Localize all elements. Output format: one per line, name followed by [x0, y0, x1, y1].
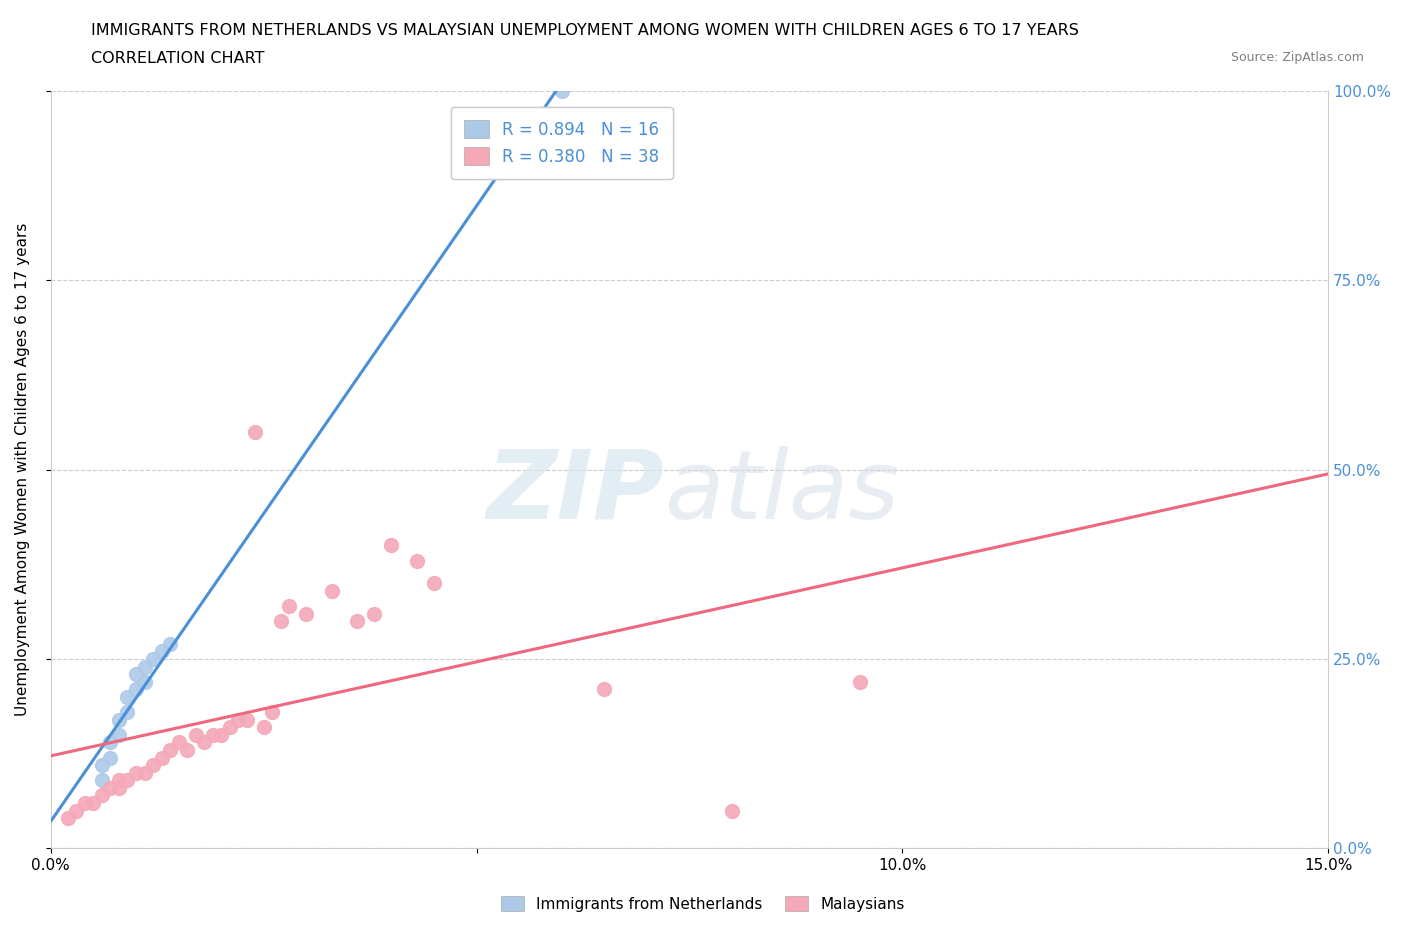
Point	[380, 538, 402, 552]
Point	[134, 765, 156, 780]
Point	[150, 644, 173, 658]
Point	[193, 735, 215, 750]
Point	[73, 795, 96, 810]
Point	[108, 780, 131, 795]
Text: atlas: atlas	[664, 445, 898, 538]
Point	[253, 720, 276, 735]
Point	[125, 682, 148, 697]
Text: Source: ZipAtlas.com: Source: ZipAtlas.com	[1230, 51, 1364, 64]
Point	[270, 614, 292, 629]
Point	[65, 804, 87, 818]
Point	[262, 705, 284, 720]
Point	[90, 773, 112, 788]
Point	[235, 712, 257, 727]
Point	[295, 606, 318, 621]
Point	[100, 780, 122, 795]
Legend: R = 0.894   N = 16, R = 0.380   N = 38: R = 0.894 N = 16, R = 0.380 N = 38	[451, 107, 673, 179]
Point	[201, 727, 224, 742]
Point	[134, 659, 156, 674]
Point	[125, 667, 148, 682]
Point	[245, 424, 267, 439]
Point	[226, 712, 249, 727]
Point	[82, 795, 104, 810]
Point	[117, 705, 139, 720]
Point	[134, 674, 156, 689]
Point	[593, 682, 616, 697]
Point	[159, 742, 181, 757]
Point	[56, 811, 79, 826]
Point	[363, 606, 385, 621]
Point	[159, 636, 181, 651]
Point	[108, 727, 131, 742]
Text: CORRELATION CHART: CORRELATION CHART	[91, 51, 264, 66]
Point	[90, 788, 112, 803]
Point	[321, 583, 343, 598]
Point	[176, 742, 198, 757]
Point	[184, 727, 207, 742]
Point	[108, 773, 131, 788]
Point	[142, 758, 165, 773]
Point	[100, 751, 122, 765]
Point	[117, 689, 139, 704]
Y-axis label: Unemployment Among Women with Children Ages 6 to 17 years: Unemployment Among Women with Children A…	[15, 223, 30, 716]
Text: IMMIGRANTS FROM NETHERLANDS VS MALAYSIAN UNEMPLOYMENT AMONG WOMEN WITH CHILDREN : IMMIGRANTS FROM NETHERLANDS VS MALAYSIAN…	[91, 23, 1080, 38]
Point	[209, 727, 232, 742]
Point	[278, 599, 301, 614]
Point	[406, 553, 429, 568]
Point	[142, 652, 165, 667]
Point	[167, 735, 190, 750]
Point	[423, 576, 446, 591]
Point	[346, 614, 368, 629]
Point	[117, 773, 139, 788]
Point	[100, 735, 122, 750]
Point	[90, 758, 112, 773]
Point	[551, 84, 574, 99]
Point	[108, 712, 131, 727]
Point	[218, 720, 240, 735]
Legend: Immigrants from Netherlands, Malaysians: Immigrants from Netherlands, Malaysians	[495, 889, 911, 918]
Point	[849, 674, 872, 689]
Point	[150, 751, 173, 765]
Text: ZIP: ZIP	[486, 445, 664, 538]
Point	[125, 765, 148, 780]
Point	[721, 804, 744, 818]
